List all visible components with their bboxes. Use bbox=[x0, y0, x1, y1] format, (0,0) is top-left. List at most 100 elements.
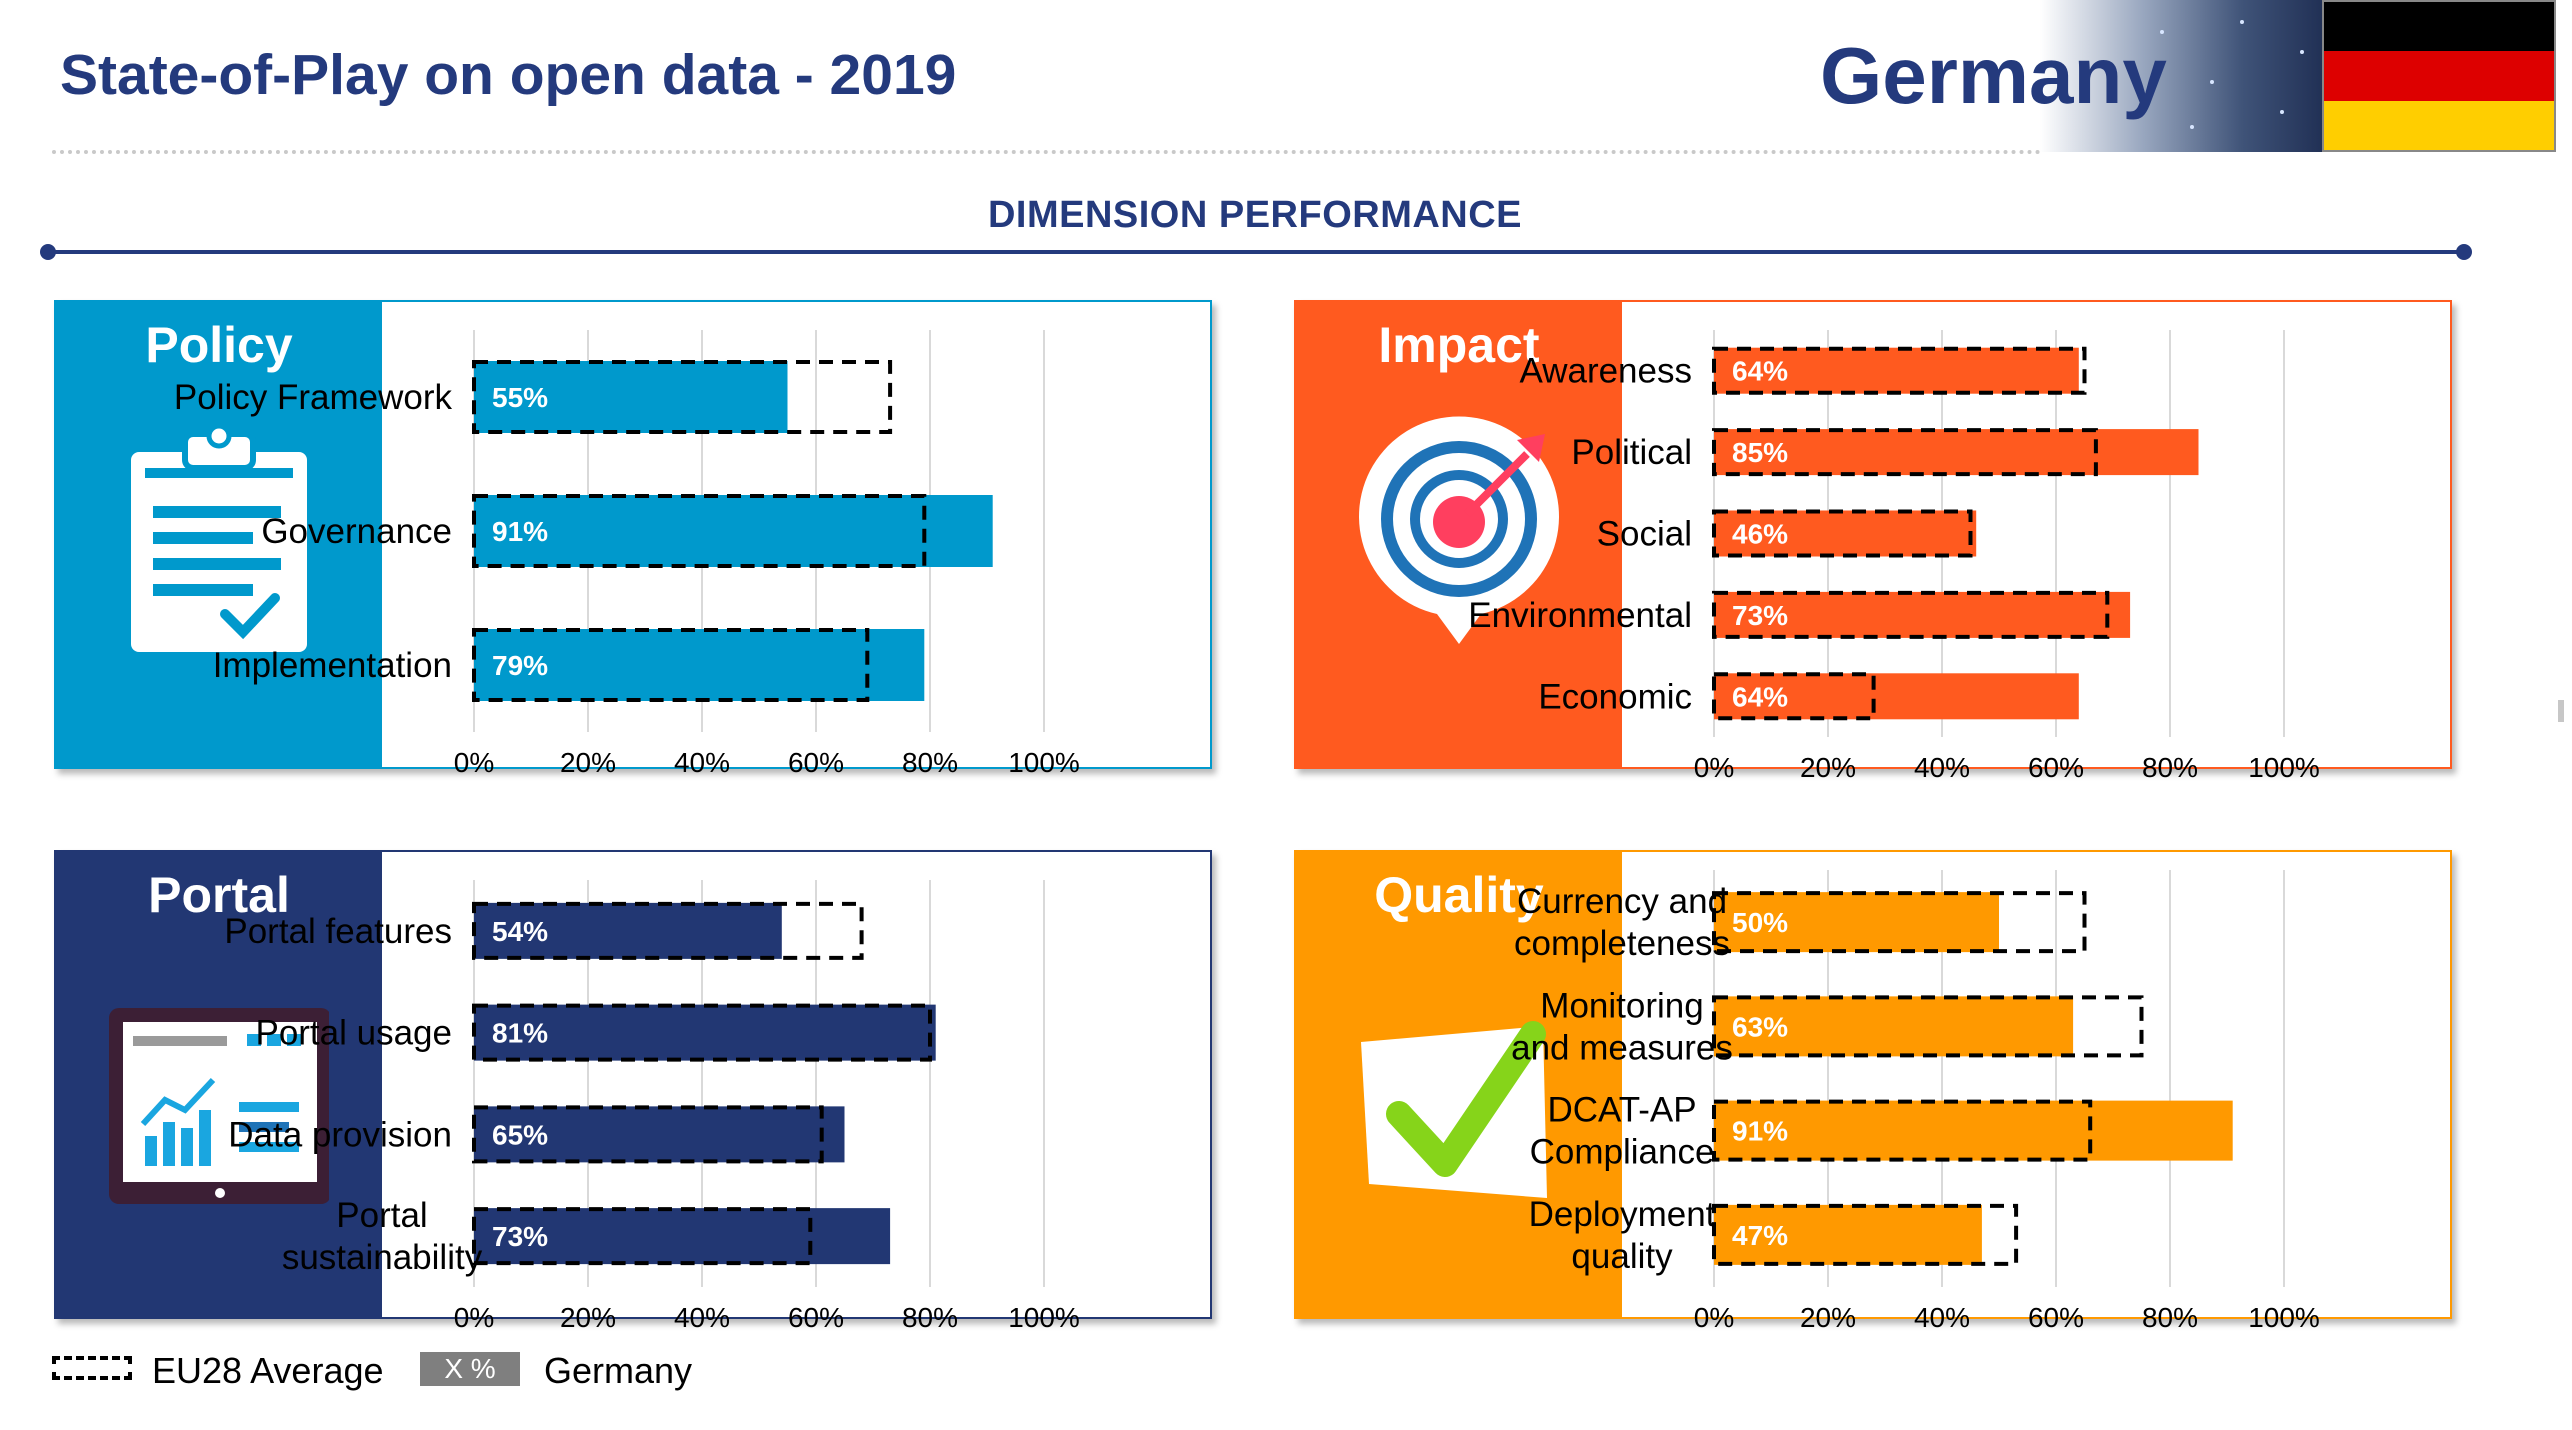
target-icon bbox=[1349, 414, 1569, 654]
x-tick-label: 60% bbox=[2028, 752, 2084, 783]
x-tick-label: 100% bbox=[2248, 1302, 2320, 1333]
bar-value-label: 73% bbox=[492, 1221, 548, 1252]
policy-panel: Policy 0% 20% 40% 60% 80% 100% 55% Policy Frame… bbox=[54, 300, 1212, 778]
country-bar bbox=[1714, 347, 2079, 394]
clipboard-check-icon bbox=[109, 414, 329, 654]
bar-value-label: 65% bbox=[492, 1119, 548, 1150]
x-tick-label: 40% bbox=[1914, 752, 1970, 783]
legend-country-swatch: X % bbox=[420, 1352, 520, 1386]
category-label: Deployment quality bbox=[1529, 1195, 1716, 1276]
x-tick-label: 0% bbox=[1694, 752, 1734, 783]
section-rule-right-dot bbox=[2456, 244, 2472, 260]
impact-panel: Impact 0% 20% 40% 60% 80% 100% 64% Awareness 85%… bbox=[1294, 300, 2452, 783]
side-marker bbox=[2558, 700, 2564, 722]
eu28-average-bar bbox=[1712, 891, 2087, 954]
category-label: Portal features bbox=[224, 912, 452, 951]
eu28-average-bar bbox=[472, 1003, 932, 1062]
eu28-average-bar bbox=[472, 1207, 813, 1266]
header-network-graphic bbox=[2040, 0, 2330, 152]
country-bar bbox=[474, 629, 925, 701]
x-tick-label: 20% bbox=[560, 1302, 616, 1333]
category-label: Awareness bbox=[1519, 352, 1692, 391]
bar-value-label: 64% bbox=[1732, 356, 1788, 387]
eu28-average-bar bbox=[1712, 428, 2098, 477]
x-tick-label: 80% bbox=[902, 1302, 958, 1333]
eu28-average-bar bbox=[1712, 590, 2110, 639]
page-title: State-of-Play on open data - 2019 bbox=[60, 43, 957, 107]
country-bar bbox=[474, 495, 993, 567]
category-label: Governance bbox=[261, 512, 452, 551]
x-tick-label: 80% bbox=[2142, 752, 2198, 783]
panel-title: Policy bbox=[145, 317, 293, 373]
x-tick-label: 20% bbox=[560, 747, 616, 778]
bar-value-label: 46% bbox=[1732, 519, 1788, 550]
eu28-average-bar bbox=[1712, 995, 2144, 1058]
category-label: Implementation bbox=[213, 646, 452, 685]
eu28-average-bar bbox=[1712, 346, 2087, 395]
x-tick-label: 100% bbox=[2248, 752, 2320, 783]
flag-stripe-black bbox=[2324, 2, 2554, 52]
country-bar bbox=[474, 1004, 936, 1061]
country-bar bbox=[474, 1208, 891, 1265]
bar-value-label: 85% bbox=[1732, 437, 1788, 468]
category-label: Economic bbox=[1538, 677, 1692, 716]
quality-panel: Quality 0% 20% 40% 60% 80% 100% 50% Currency an… bbox=[1294, 850, 2452, 1333]
country-bar bbox=[1714, 429, 2199, 476]
category-label: Social bbox=[1597, 515, 1692, 554]
section-rule-left-dot bbox=[40, 244, 56, 260]
panel-title: Quality bbox=[1374, 867, 1544, 923]
country-bar bbox=[1714, 1100, 2233, 1161]
x-tick-label: 40% bbox=[674, 1302, 730, 1333]
category-label: Monitoring and measures bbox=[1511, 986, 1733, 1067]
germany-flag-icon bbox=[2322, 0, 2556, 152]
category-label: Portal usage bbox=[255, 1014, 452, 1053]
impact-bar-chart: 0% 20% 40% 60% 80% 100% 64% Awareness 85% Politic… bbox=[1468, 330, 2320, 783]
x-tick-label: 60% bbox=[788, 747, 844, 778]
country-bar bbox=[474, 361, 788, 433]
legend-average-label: EU28 Average bbox=[152, 1350, 384, 1391]
legend-country-label: Germany bbox=[544, 1350, 693, 1391]
category-label: Portal sustainability bbox=[282, 1196, 483, 1277]
eu28-average-bar bbox=[1712, 1203, 2019, 1266]
portal-panel: Portal 0% 20% 40% 60% 80% 100% 54% Portal featu… bbox=[54, 850, 1212, 1333]
eu28-average-bar bbox=[472, 628, 870, 702]
bar-value-label: 64% bbox=[1732, 681, 1788, 712]
flag-stripe-red bbox=[2324, 51, 2554, 101]
eu28-average-bar bbox=[1712, 1099, 2093, 1162]
x-tick-label: 60% bbox=[788, 1302, 844, 1333]
bar-value-label: 91% bbox=[492, 516, 548, 547]
country-bar bbox=[1714, 996, 2074, 1057]
country-bar bbox=[1714, 673, 2079, 720]
bar-value-label: 54% bbox=[492, 916, 548, 947]
bar-value-label: 79% bbox=[492, 650, 548, 681]
x-tick-label: 20% bbox=[1800, 1302, 1856, 1333]
category-label: DCAT-AP Compliance bbox=[1530, 1091, 1715, 1172]
eu28-average-bar bbox=[1712, 509, 1973, 558]
eu28-average-bar bbox=[472, 901, 864, 960]
x-tick-label: 80% bbox=[902, 747, 958, 778]
x-tick-label: 100% bbox=[1008, 747, 1080, 778]
policy-bar-chart: 0% 20% 40% 60% 80% 100% 55% Policy Framework 91%… bbox=[174, 330, 1080, 778]
x-tick-label: 80% bbox=[2142, 1302, 2198, 1333]
bar-value-label: 73% bbox=[1732, 600, 1788, 631]
category-label: Environmental bbox=[1468, 596, 1692, 635]
category-label: Data provision bbox=[228, 1115, 452, 1154]
panel-title: Portal bbox=[148, 867, 290, 923]
header-divider bbox=[52, 150, 2042, 154]
x-tick-label: 60% bbox=[2028, 1302, 2084, 1333]
country-name: Germany bbox=[1820, 31, 2167, 120]
bar-value-label: 81% bbox=[492, 1018, 548, 1049]
category-label: Policy Framework bbox=[174, 378, 453, 417]
category-label: Currency and completeness bbox=[1514, 882, 1730, 963]
country-bar bbox=[1714, 591, 2131, 638]
section-title: DIMENSION PERFORMANCE bbox=[987, 194, 1523, 236]
eu28-average-bar bbox=[472, 360, 893, 434]
country-bar bbox=[1714, 892, 1999, 953]
eu28-average-bar bbox=[1712, 672, 1876, 721]
country-bar bbox=[474, 902, 782, 959]
bar-value-label: 55% bbox=[492, 382, 548, 413]
bar-value-label: 91% bbox=[1732, 1116, 1788, 1147]
x-tick-label: 0% bbox=[1694, 1302, 1734, 1333]
x-tick-label: 20% bbox=[1800, 752, 1856, 783]
x-tick-label: 0% bbox=[454, 1302, 494, 1333]
